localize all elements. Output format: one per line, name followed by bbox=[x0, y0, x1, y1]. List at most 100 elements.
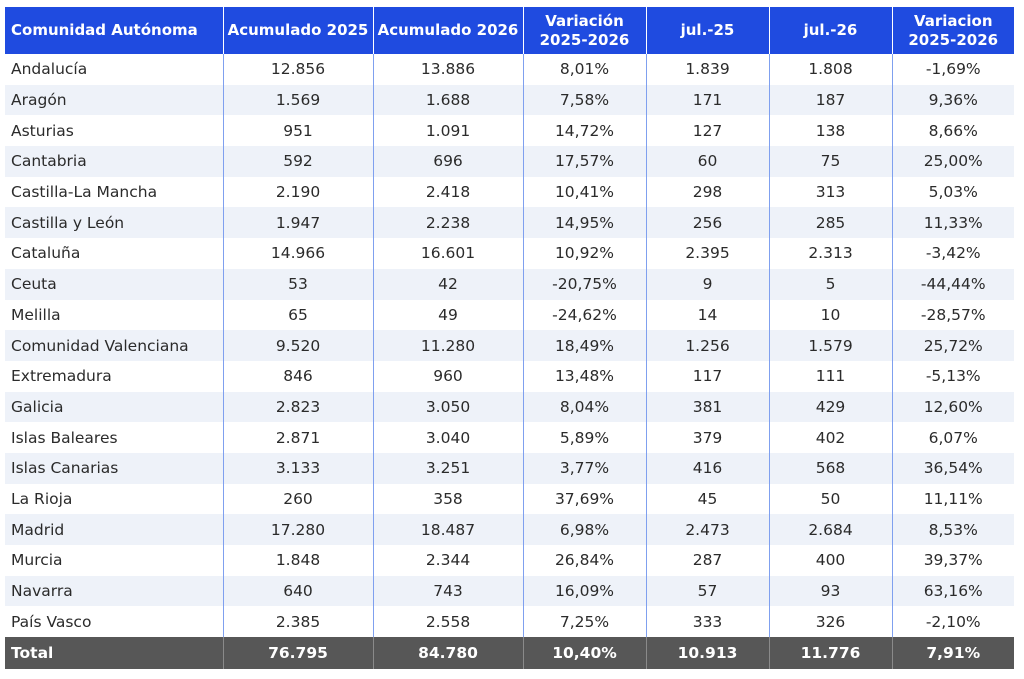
value-cell: -20,75% bbox=[523, 268, 647, 300]
value-cell: 1.569 bbox=[223, 84, 374, 116]
value-cell: 8,66% bbox=[892, 115, 1014, 147]
table-row: Islas Canarias 3.133 3.251 3,77% 416 568 36,54… bbox=[5, 452, 1014, 484]
value-cell: 127 bbox=[646, 115, 770, 147]
value-cell: 138 bbox=[769, 115, 893, 147]
region-name-cell: Cataluña bbox=[5, 238, 224, 269]
value-cell: 9,36% bbox=[892, 84, 1014, 116]
value-cell: 846 bbox=[223, 360, 374, 392]
region-name-cell: Extremadura bbox=[5, 360, 224, 392]
value-cell: 26,84% bbox=[523, 545, 647, 576]
column-header-line1: jul.-25 bbox=[680, 21, 735, 39]
value-cell: 65 bbox=[223, 299, 374, 331]
value-cell: 12,60% bbox=[892, 391, 1014, 423]
value-cell: 696 bbox=[373, 146, 524, 177]
value-cell: 640 bbox=[223, 575, 374, 607]
table-row: Ceuta 53 42 -20,75% 9 5 -44,44% bbox=[5, 268, 1014, 300]
region-name-cell: Comunidad Valenciana bbox=[5, 330, 224, 361]
column-header-line1: Acumulado 2025 bbox=[227, 21, 369, 39]
value-cell: 2.385 bbox=[223, 606, 374, 638]
column-header-2: Acumulado 2026 bbox=[373, 7, 524, 54]
table-row: Cantabria 592 696 17,57% 60 75 25,00% bbox=[5, 146, 1014, 177]
value-cell: 1.848 bbox=[223, 545, 374, 576]
value-cell: 13,48% bbox=[523, 360, 647, 392]
total-value-cell: 10,40% bbox=[523, 637, 647, 670]
value-cell: 1.808 bbox=[769, 54, 893, 85]
value-cell: 2.871 bbox=[223, 422, 374, 453]
column-header-3: Variación 2025-2026 bbox=[523, 7, 647, 54]
value-cell: 592 bbox=[223, 146, 374, 177]
value-cell: 326 bbox=[769, 606, 893, 638]
table-row: Extremadura 846 960 13,48% 117 111 -5,13% bbox=[5, 360, 1014, 392]
value-cell: 5,03% bbox=[892, 176, 1014, 208]
value-cell: 568 bbox=[769, 452, 893, 484]
value-cell: 6,07% bbox=[892, 422, 1014, 453]
table-row: Castilla y León 1.947 2.238 14,95% 256 285 11,… bbox=[5, 207, 1014, 239]
value-cell: 1.688 bbox=[373, 84, 524, 116]
value-cell: 3,77% bbox=[523, 452, 647, 484]
region-name-cell: Madrid bbox=[5, 514, 224, 545]
value-cell: 36,54% bbox=[892, 452, 1014, 484]
value-cell: 10 bbox=[769, 299, 893, 331]
value-cell: 3.251 bbox=[373, 452, 524, 484]
column-header-line1: Comunidad Autónoma bbox=[11, 21, 198, 39]
value-cell: 5 bbox=[769, 268, 893, 300]
value-cell: 2.473 bbox=[646, 514, 770, 545]
value-cell: 1.839 bbox=[646, 54, 770, 85]
region-name-cell: Asturias bbox=[5, 115, 224, 147]
column-header-4: jul.-25 bbox=[646, 7, 770, 54]
region-name-cell: Andalucía bbox=[5, 54, 224, 85]
value-cell: 285 bbox=[769, 207, 893, 239]
table-row: Asturias 951 1.091 14,72% 127 138 8,66% bbox=[5, 115, 1014, 147]
value-cell: 7,58% bbox=[523, 84, 647, 116]
table-row: País Vasco 2.385 2.558 7,25% 333 326 -2,10% bbox=[5, 606, 1014, 638]
value-cell: 14,95% bbox=[523, 207, 647, 239]
value-cell: 381 bbox=[646, 391, 770, 423]
table-row: La Rioja 260 358 37,69% 45 50 11,11% bbox=[5, 483, 1014, 515]
table-row: Navarra 640 743 16,09% 57 93 63,16% bbox=[5, 575, 1014, 607]
value-cell: -24,62% bbox=[523, 299, 647, 331]
value-cell: 171 bbox=[646, 84, 770, 116]
column-header-line2: 2025-2026 bbox=[908, 30, 999, 49]
value-cell: 14,72% bbox=[523, 115, 647, 147]
value-cell: 379 bbox=[646, 422, 770, 453]
value-cell: 60 bbox=[646, 146, 770, 177]
value-cell: 111 bbox=[769, 360, 893, 392]
region-name-cell: Murcia bbox=[5, 545, 224, 576]
value-cell: 18,49% bbox=[523, 330, 647, 361]
value-cell: 6,98% bbox=[523, 514, 647, 545]
value-cell: 1.091 bbox=[373, 115, 524, 147]
region-name-cell: Melilla bbox=[5, 299, 224, 331]
value-cell: 2.684 bbox=[769, 514, 893, 545]
column-header-5: jul.-26 bbox=[769, 7, 893, 54]
value-cell: 2.238 bbox=[373, 207, 524, 239]
column-header-line2: 2025-2026 bbox=[539, 30, 630, 49]
table-row: Andalucía 12.856 13.886 8,01% 1.839 1.808 -1,6… bbox=[5, 54, 1014, 85]
value-cell: 50 bbox=[769, 483, 893, 515]
value-cell: 10,41% bbox=[523, 176, 647, 208]
table-header: Comunidad Autónoma Acumulado 2025 Acumulad… bbox=[5, 7, 1014, 54]
column-header-line1: Variación bbox=[545, 11, 624, 30]
value-cell: 42 bbox=[373, 268, 524, 300]
value-cell: 8,04% bbox=[523, 391, 647, 423]
value-cell: 187 bbox=[769, 84, 893, 116]
registrations-table: Comunidad Autónoma Acumulado 2025 Acumulad… bbox=[5, 7, 1014, 670]
region-name-cell: Cantabria bbox=[5, 146, 224, 177]
region-name-cell: Navarra bbox=[5, 575, 224, 607]
value-cell: 37,69% bbox=[523, 483, 647, 515]
value-cell: 256 bbox=[646, 207, 770, 239]
value-cell: 117 bbox=[646, 360, 770, 392]
value-cell: 1.947 bbox=[223, 207, 374, 239]
value-cell: 18.487 bbox=[373, 514, 524, 545]
total-value-cell: 76.795 bbox=[223, 637, 374, 670]
value-cell: 2.418 bbox=[373, 176, 524, 208]
value-cell: 75 bbox=[769, 146, 893, 177]
value-cell: 3.133 bbox=[223, 452, 374, 484]
value-cell: 3.040 bbox=[373, 422, 524, 453]
value-cell: 5,89% bbox=[523, 422, 647, 453]
table-row: Comunidad Valenciana 9.520 11.280 18,49% 1.2… bbox=[5, 330, 1014, 361]
value-cell: 63,16% bbox=[892, 575, 1014, 607]
value-cell: 287 bbox=[646, 545, 770, 576]
value-cell: 2.344 bbox=[373, 545, 524, 576]
value-cell: 743 bbox=[373, 575, 524, 607]
value-cell: 45 bbox=[646, 483, 770, 515]
